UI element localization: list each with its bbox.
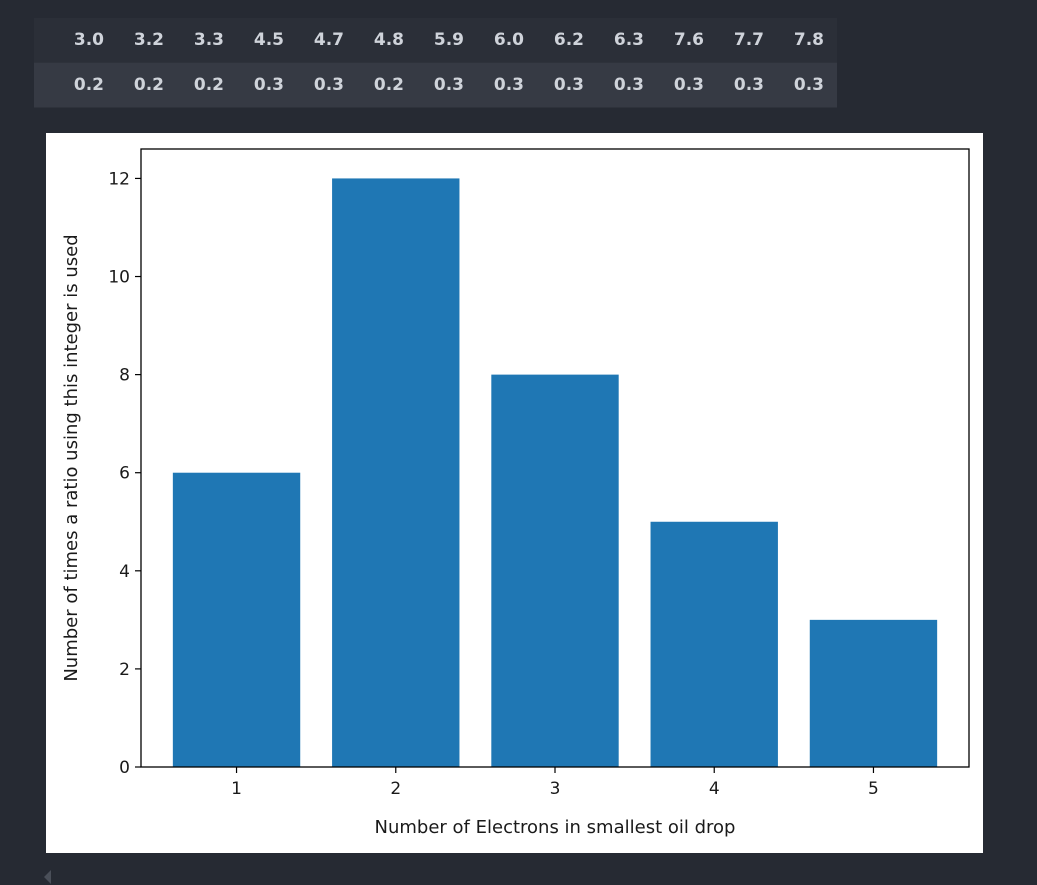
table-cell: 0.3 bbox=[237, 62, 297, 108]
y-tick-label: 12 bbox=[108, 169, 130, 189]
y-axis-label: Number of times a ratio using this integ… bbox=[61, 234, 82, 681]
y-tick-label: 6 bbox=[119, 464, 130, 484]
table-cell: 0.3 bbox=[777, 62, 837, 108]
bar-3 bbox=[491, 374, 619, 767]
table-cell: 0.2 bbox=[357, 62, 417, 108]
y-tick-label: 0 bbox=[119, 758, 130, 778]
y-tick-label: 4 bbox=[119, 562, 130, 582]
table-cell: 4.5 bbox=[237, 18, 297, 63]
table-cell: 0.3 bbox=[297, 62, 357, 108]
y-tick-label: 10 bbox=[108, 268, 130, 288]
table-cell: 3.3 bbox=[177, 18, 237, 63]
x-tick-label: 5 bbox=[868, 779, 879, 799]
x-axis-ticks: 1 2 3 4 5 bbox=[231, 767, 879, 799]
table-cell: 0.3 bbox=[537, 62, 597, 108]
table-row: 0.2 0.2 0.2 0.3 0.3 0.2 0.3 0.3 0.3 0.3 … bbox=[34, 62, 837, 108]
bar-5 bbox=[809, 619, 938, 767]
table-cell: 6.2 bbox=[537, 18, 597, 63]
y-tick-label: 2 bbox=[119, 660, 130, 680]
x-tick-label: 2 bbox=[390, 779, 401, 799]
x-tick-label: 3 bbox=[550, 779, 561, 799]
y-axis-ticks: 0 2 4 6 8 10 12 bbox=[108, 169, 141, 778]
table-cell: 0.3 bbox=[597, 62, 657, 108]
table-cell: 6.0 bbox=[477, 18, 537, 63]
bar-1 bbox=[172, 472, 301, 767]
table-cell: 7.8 bbox=[777, 18, 837, 63]
output-data-table: 3.0 3.2 3.3 4.5 4.7 4.8 5.9 6.0 6.2 6.3 … bbox=[34, 18, 837, 108]
table-cell: 0.3 bbox=[717, 62, 777, 108]
table-cell: 3.2 bbox=[117, 18, 177, 63]
x-tick-label: 1 bbox=[231, 779, 242, 799]
table-cell: 4.8 bbox=[357, 18, 417, 63]
table-cell: 5.9 bbox=[417, 18, 477, 63]
bar-2 bbox=[332, 178, 460, 767]
table-cell: 0.2 bbox=[117, 62, 177, 108]
table-cell: 0.3 bbox=[657, 62, 717, 108]
x-tick-label: 4 bbox=[709, 779, 720, 799]
table-cell: 7.7 bbox=[717, 18, 777, 63]
table-cell: 0.2 bbox=[177, 62, 237, 108]
scroll-left-arrow-icon[interactable] bbox=[44, 870, 51, 884]
table-cell: 3.0 bbox=[57, 18, 117, 63]
bars-layer bbox=[172, 178, 938, 767]
y-tick-label: 8 bbox=[119, 366, 130, 386]
x-axis-label: Number of Electrons in smallest oil drop bbox=[375, 817, 736, 838]
bar-4 bbox=[650, 521, 778, 767]
table-cell: 0.2 bbox=[57, 62, 117, 108]
table-row: 3.0 3.2 3.3 4.5 4.7 4.8 5.9 6.0 6.2 6.3 … bbox=[34, 18, 837, 63]
table-cell: 7.6 bbox=[657, 18, 717, 63]
table-cell: 4.7 bbox=[297, 18, 357, 63]
table-cell: 0.3 bbox=[417, 62, 477, 108]
table-cell: 0.3 bbox=[477, 62, 537, 108]
table-cell: 6.3 bbox=[597, 18, 657, 63]
